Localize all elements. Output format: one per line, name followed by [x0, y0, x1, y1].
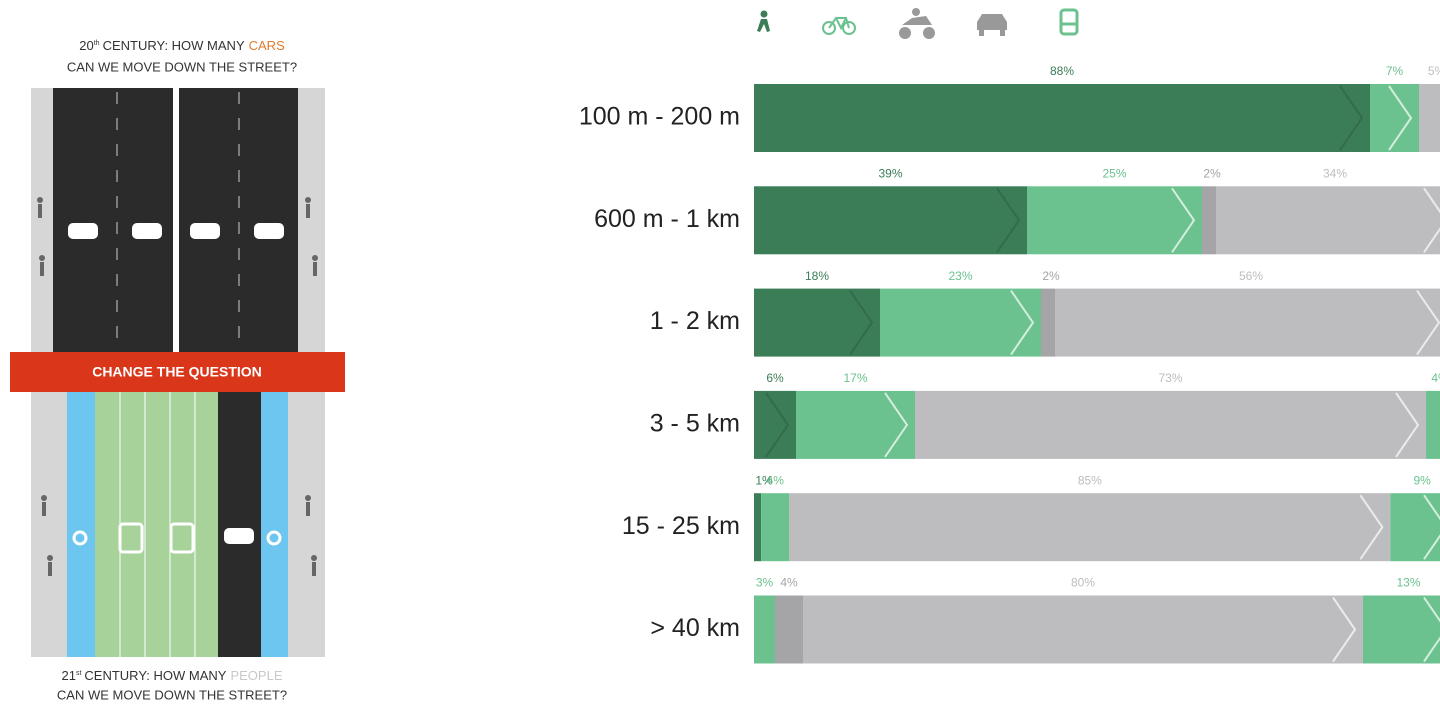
bar-segment — [1216, 186, 1440, 255]
chevron — [1359, 494, 1384, 560]
bar-segment — [754, 84, 1370, 152]
value-label: 9% — [1414, 473, 1432, 487]
bar-segment — [1390, 493, 1440, 562]
value-label: 73% — [1158, 371, 1182, 385]
bar-segment — [761, 493, 790, 562]
value-label: 13% — [1396, 576, 1420, 590]
value-label: 5% — [1428, 64, 1440, 78]
sidewalk — [31, 88, 53, 352]
value-label: 23% — [948, 269, 972, 283]
pedestrian-icons — [37, 197, 318, 276]
bar-segment — [1055, 288, 1440, 357]
value-label: 39% — [878, 166, 902, 180]
category-label: 3 - 5 km — [650, 410, 740, 438]
category-label: 1 - 2 km — [650, 307, 740, 335]
value-label: 7% — [1386, 64, 1404, 78]
value-label: 3% — [756, 576, 774, 590]
chevron — [1332, 596, 1357, 663]
bar-segment — [915, 390, 1426, 459]
category-label: > 40 km — [650, 614, 740, 642]
value-label: 2% — [1203, 166, 1221, 180]
chevron — [1339, 85, 1364, 151]
car-icons — [68, 223, 284, 239]
car-icon — [224, 528, 254, 544]
bar-segment — [796, 390, 915, 459]
caption-number: 20 — [79, 38, 93, 53]
value-label: 80% — [1071, 576, 1095, 590]
sidewalk — [298, 88, 325, 352]
bar-segment — [754, 288, 880, 357]
sidewalk — [31, 392, 67, 657]
street-diagram: 20th CENTURY: HOW MANY CARS CAN WE MOVE DO… — [10, 38, 345, 702]
category-label: 600 m - 1 km — [594, 205, 740, 233]
median — [173, 88, 179, 352]
chevron — [1395, 392, 1420, 458]
chevron — [1423, 494, 1440, 560]
category-label: 15 - 25 km — [622, 512, 740, 540]
chevron — [849, 290, 874, 356]
top-caption-line1: 20th CENTURY: HOW MANY CARS — [79, 38, 285, 53]
bike-lane — [67, 392, 95, 657]
caption-text: CENTURY: HOW MANY — [103, 38, 245, 53]
value-label: 6% — [766, 371, 784, 385]
value-label: 18% — [805, 269, 829, 283]
bar-segment — [1027, 186, 1202, 255]
bar-segment — [789, 493, 1391, 562]
chevron — [1423, 187, 1440, 253]
car-lane — [218, 392, 261, 657]
bar-segment — [1041, 288, 1055, 357]
bar-segment — [754, 493, 762, 562]
value-label: 2% — [1042, 269, 1060, 283]
chevron — [996, 187, 1021, 253]
value-label: 56% — [1239, 269, 1263, 283]
banner-text: CHANGE THE QUESTION — [92, 364, 262, 380]
bar-segment — [803, 595, 1363, 664]
mode-icons — [757, 8, 1079, 39]
top-caption-line2: CAN WE MOVE DOWN THE STREET? — [67, 59, 297, 74]
caption-number: 21 — [61, 668, 75, 683]
bar-segment — [1426, 390, 1440, 459]
value-label: 85% — [1078, 473, 1102, 487]
bar-segment — [1419, 84, 1440, 152]
chevron — [1010, 290, 1035, 356]
bottom-caption-line1: 21st CENTURY: HOW MANY PEOPLE — [61, 668, 282, 683]
bar-segment — [1202, 186, 1216, 255]
value-label: 17% — [843, 371, 867, 385]
caption-ordinal: st — [76, 670, 82, 677]
chevron — [1416, 290, 1440, 356]
value-label: 4% — [767, 473, 785, 487]
category-label: 100 m - 200 m — [579, 103, 740, 131]
value-label: 25% — [1102, 166, 1126, 180]
caption-ordinal: th — [94, 40, 100, 47]
chevron — [1423, 596, 1440, 663]
transit-lane — [95, 392, 218, 657]
chevron — [1171, 187, 1196, 253]
caption-highlight: CARS — [249, 38, 285, 53]
value-label: 88% — [1050, 64, 1074, 78]
caption-text: CENTURY: HOW MANY — [84, 668, 226, 683]
chevron — [884, 392, 909, 458]
bar-segment — [754, 390, 796, 459]
bike-lane — [261, 392, 288, 657]
stacked-bar-chart: 100 m - 200 m 88% 7% 5% 600 m - 1 km 39% 25% 2%… — [579, 64, 1440, 664]
bar-segment — [1363, 595, 1440, 664]
value-label: 4% — [780, 576, 798, 590]
chevron — [765, 392, 790, 458]
caption-highlight: PEOPLE — [230, 668, 282, 683]
sidewalk — [288, 392, 325, 657]
banner — [10, 352, 345, 392]
bottom-caption-line2: CAN WE MOVE DOWN THE STREET? — [57, 687, 287, 702]
pedestrian-icons — [41, 495, 317, 576]
value-label: 34% — [1323, 166, 1347, 180]
transit-icons — [72, 522, 282, 554]
bar-segment — [754, 595, 775, 664]
value-label: 4% — [1431, 371, 1440, 385]
bar-segment — [880, 288, 1041, 357]
value-label: 1% — [755, 473, 773, 487]
bar-segment — [754, 186, 1027, 255]
chevron — [1388, 85, 1413, 151]
bar-segment — [775, 595, 803, 664]
